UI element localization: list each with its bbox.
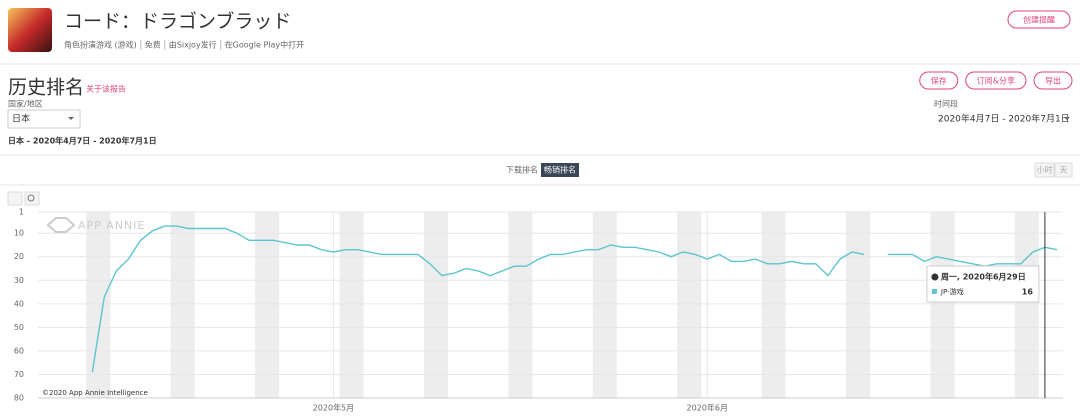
meta-item: 角色扮演游戏 (游戏) (64, 40, 137, 50)
weekend-band (930, 212, 955, 398)
action-button[interactable] (1033, 71, 1073, 90)
actions: 导出 订阅&分享 保存 (919, 71, 1073, 90)
watermark: APP ANNIE (78, 219, 145, 232)
weekend-band (170, 212, 195, 398)
tooltip-icon (931, 273, 939, 281)
tooltip-title: 周一, 2020年6月29日 (941, 272, 1026, 282)
period-label: 时间段 (934, 99, 958, 109)
y-tick-label: 80 (14, 394, 24, 403)
meta-item[interactable]: 在Google Play中打开 (225, 40, 304, 50)
weekend-band (423, 212, 448, 398)
weekend-band (339, 212, 364, 398)
period-value[interactable]: 2020年4月7日 - 2020年7月1日 (938, 113, 1070, 125)
y-tick-label: 10 (14, 229, 24, 238)
weekend-band (508, 212, 533, 398)
chart: 1 10 20 30 40 50 60 70 80 2020年5月 2020年6月 APP ANNIE… (14, 208, 1063, 413)
weekend-band (86, 212, 111, 398)
country-label: 国家/地区 (8, 99, 43, 109)
caret (1064, 117, 1070, 120)
zoom[interactable] (24, 191, 40, 206)
weekend-band (1014, 212, 1039, 398)
x-tick-label: 2020年6月 (687, 403, 728, 413)
y-tick-label: 60 (14, 346, 24, 355)
watermark-logo (46, 217, 76, 233)
tooltip (926, 265, 1040, 303)
weekend-band (845, 212, 871, 398)
tab-active[interactable] (541, 163, 579, 177)
action-button[interactable] (919, 71, 959, 90)
weekend-band (255, 212, 280, 398)
action-label[interactable]: 订阅&分享 (977, 76, 1015, 86)
granularity-button[interactable] (1034, 162, 1055, 178)
tab[interactable]: 下载排名 (506, 165, 538, 175)
meta-item: 免费 (145, 40, 161, 50)
summary: 日本 - 2020年4月7日 - 2020年7月1日 (8, 136, 157, 146)
granularity-button[interactable] (1054, 162, 1073, 178)
app-icon (8, 8, 52, 52)
granularity-label[interactable]: 天 (1060, 166, 1068, 175)
y-tick-label: 70 (14, 370, 24, 379)
meta-item: 由Sixjoy发行 (169, 40, 217, 50)
weekend-band (761, 212, 786, 398)
y-tick-label: 40 (14, 299, 24, 308)
action-label[interactable]: 导出 (1045, 76, 1061, 86)
copyright: ©2020 App Annie Intelligence (42, 389, 148, 397)
y-tick-label: 1 (19, 208, 24, 217)
series-line (91, 225, 1058, 373)
x-tick-label: 2020年5月 (313, 403, 354, 413)
tab[interactable]: 畅销排名 (544, 165, 576, 175)
report-title: 历史排名 (8, 77, 84, 99)
weekend-band (592, 212, 617, 398)
tooltip-series: JP-游戏 (940, 287, 964, 296)
app-title: コード：ドラゴンブラッド (64, 10, 291, 33)
country-value[interactable]: 日本 (12, 113, 30, 125)
y-tick-label: 50 (14, 323, 24, 332)
action-label[interactable]: 保存 (931, 76, 947, 86)
reset-zoom[interactable] (7, 191, 23, 206)
action-button[interactable] (965, 71, 1027, 90)
alert-button-label[interactable]: 创建提醒 (1023, 15, 1055, 25)
app-meta: 角色扮演游戏 (游戏) 免费 由Sixjoy发行 在Google Play中打开 (64, 40, 304, 50)
tooltip-value: 16 (1022, 288, 1034, 297)
weekend-band (677, 212, 702, 398)
granularity-label[interactable]: 小时 (1037, 165, 1053, 175)
zoom-icon (27, 194, 35, 202)
caret (68, 117, 74, 120)
about-link[interactable]: 关于该报告 (86, 84, 126, 94)
tooltip-swatch (931, 289, 937, 294)
country-select[interactable] (7, 109, 81, 129)
y-tick-label: 30 (14, 276, 24, 285)
y-tick-label: 20 (14, 252, 24, 261)
alert-button[interactable] (1007, 10, 1071, 29)
